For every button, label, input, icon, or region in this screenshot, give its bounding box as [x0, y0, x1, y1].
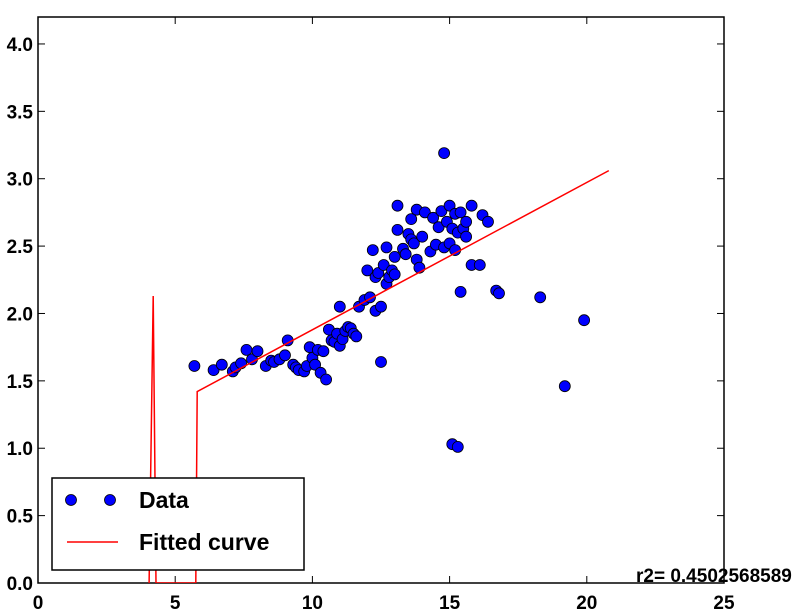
legend-data-marker	[104, 494, 116, 506]
data-point	[416, 230, 429, 243]
x-tick-label: 15	[439, 593, 461, 614]
data-point	[432, 221, 445, 234]
data-point	[333, 300, 346, 313]
data-point	[427, 211, 440, 224]
x-tick-label: 20	[576, 593, 597, 614]
data-point	[534, 291, 547, 304]
data-point	[235, 357, 248, 370]
data-point	[482, 215, 494, 228]
x-tick-label: 0	[33, 593, 44, 614]
data-point	[279, 349, 291, 362]
legend-box	[51, 477, 305, 571]
y-tick-label: 1.0	[7, 439, 33, 460]
data-point	[405, 213, 418, 226]
series-layer	[148, 147, 610, 583]
x-tick-label: 10	[302, 593, 323, 614]
data-point	[399, 248, 412, 261]
data-point	[578, 314, 590, 327]
data-point	[443, 199, 456, 212]
data-point	[366, 244, 379, 257]
data-point	[391, 223, 404, 236]
data-point	[207, 364, 220, 377]
x-tick-label: 5	[170, 593, 181, 614]
data-point	[465, 199, 478, 212]
data-point	[438, 147, 451, 160]
data-point	[350, 330, 363, 343]
data-point	[380, 241, 393, 254]
data-point	[188, 360, 201, 372]
data-point	[361, 264, 374, 277]
data-point	[454, 206, 467, 219]
x-tick-label: 25	[713, 593, 735, 614]
data-point	[435, 205, 448, 218]
r2-annotation: r2= 0.4502568589	[636, 566, 792, 587]
y-tick-label: 2.5	[7, 237, 34, 258]
data-point	[493, 287, 505, 300]
legend-data-marker	[65, 494, 77, 506]
y-tick-label: 3.0	[7, 170, 33, 191]
data-point	[558, 380, 571, 393]
legend-label-fitted-curve: Fitted curve	[139, 529, 269, 555]
data-point	[251, 345, 264, 358]
y-tick-label: 3.5	[7, 102, 34, 123]
axis-ticks: 0 5 10 15 20 25 0.0 0.5 1.0 1.5 2.0 2.5 3.0 3.5 4.0	[7, 17, 735, 614]
data-point	[391, 199, 404, 212]
data-point	[460, 215, 473, 228]
data-point	[215, 358, 228, 371]
data-point	[407, 237, 420, 250]
data-point	[460, 230, 473, 243]
y-tick-label: 0.5	[7, 507, 34, 528]
data-point	[388, 268, 401, 281]
y-tick-label: 1.5	[7, 372, 34, 393]
legend: Data Fitted curve	[51, 477, 305, 571]
data-point	[309, 358, 322, 371]
y-tick-label: 0.0	[7, 574, 33, 595]
data-point	[375, 356, 387, 368]
data-point	[375, 300, 387, 313]
data-point	[473, 259, 486, 271]
data-point	[317, 345, 330, 358]
y-tick-label: 4.0	[7, 35, 33, 56]
legend-label-data: Data	[139, 487, 189, 513]
data-point	[454, 285, 467, 298]
data-point	[451, 440, 464, 453]
fitted-curve-line	[148, 169, 610, 583]
data-point	[418, 206, 431, 219]
y-tick-label: 2.0	[7, 304, 33, 325]
data-point	[377, 259, 390, 271]
data-point	[320, 373, 333, 386]
data-point	[388, 250, 401, 263]
